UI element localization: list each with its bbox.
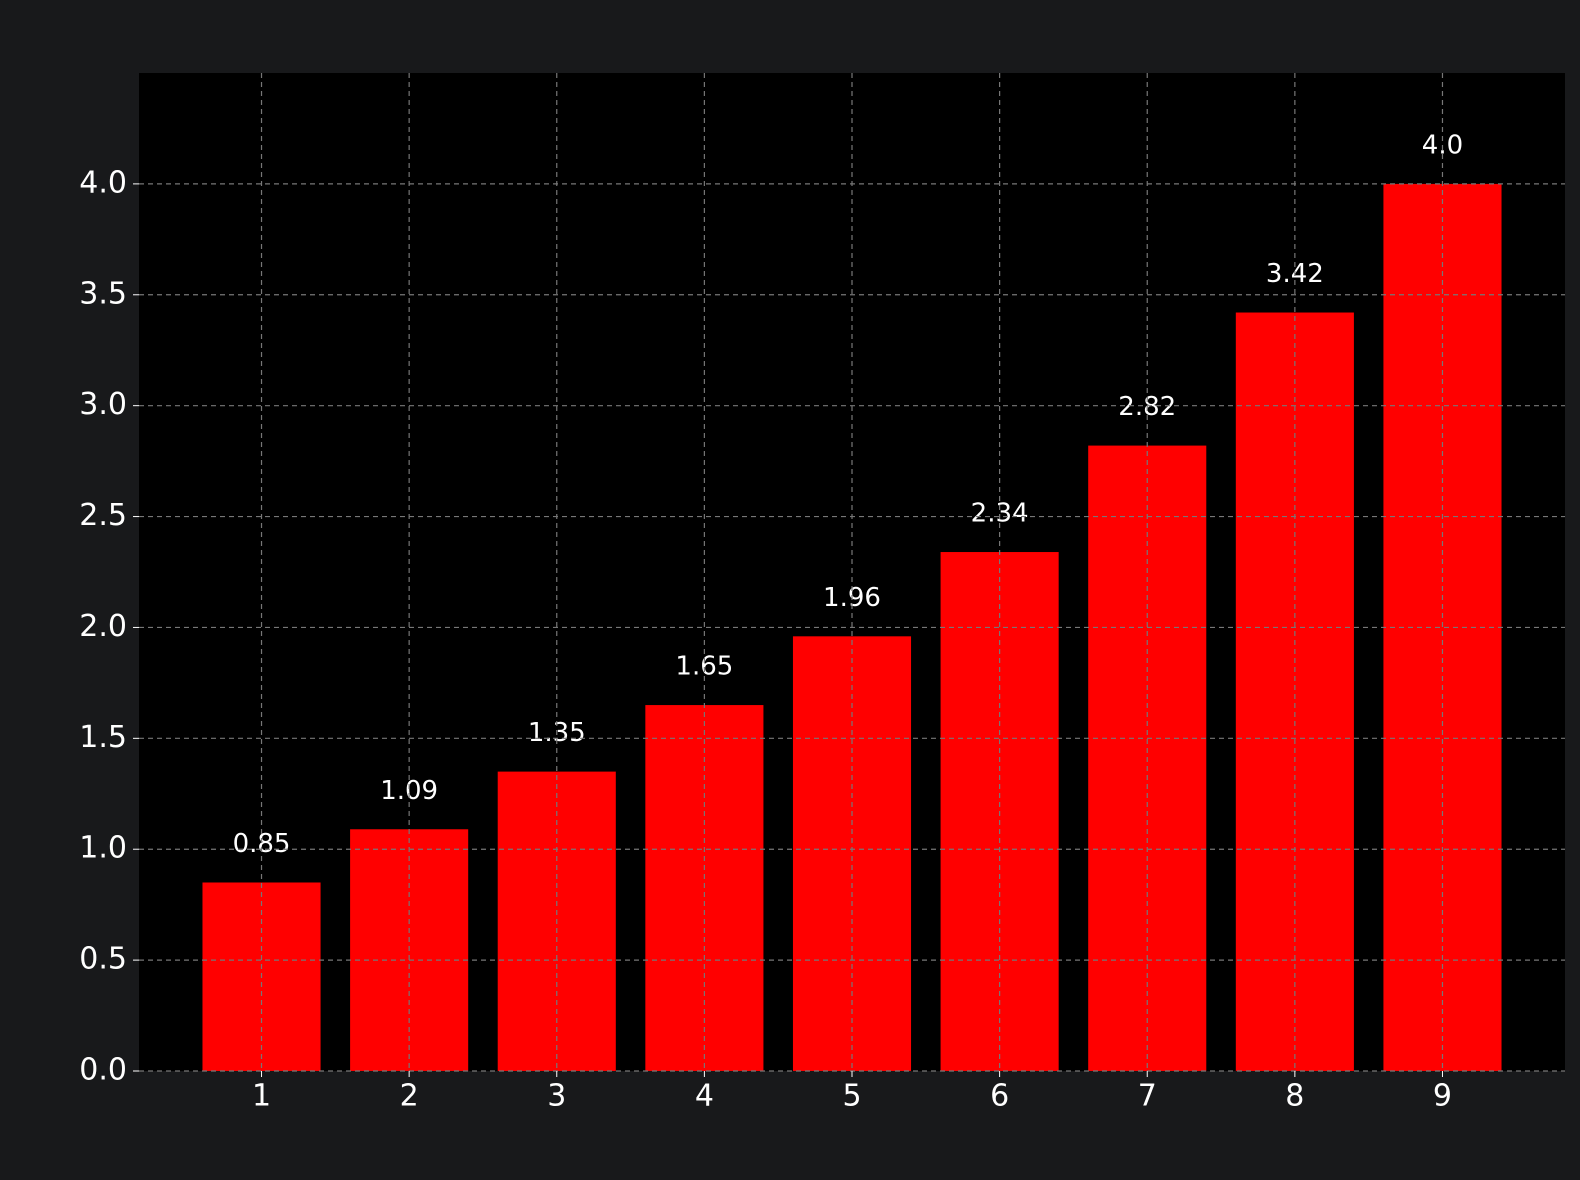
y-tick-label: 2.0 bbox=[79, 609, 127, 644]
x-tick-label: 1 bbox=[252, 1079, 271, 1114]
y-tick-label: 1.0 bbox=[79, 831, 127, 866]
y-tick-label: 3.5 bbox=[79, 276, 127, 311]
x-tick-label: 9 bbox=[1433, 1079, 1452, 1114]
y-tick-label: 2.5 bbox=[79, 498, 127, 533]
y-tick-label: 0.5 bbox=[79, 942, 127, 977]
x-tick-label: 3 bbox=[547, 1079, 566, 1114]
x-tick-label: 7 bbox=[1138, 1079, 1157, 1114]
x-tick-label: 6 bbox=[990, 1079, 1009, 1114]
bar bbox=[792, 636, 912, 1071]
x-tick-label: 4 bbox=[695, 1079, 714, 1114]
y-tick-label: 3.0 bbox=[79, 387, 127, 422]
y-tick-label: 4.0 bbox=[79, 165, 127, 200]
bar bbox=[1235, 312, 1354, 1071]
x-tick-label: 2 bbox=[400, 1079, 419, 1114]
y-tick-label: 0.0 bbox=[79, 1053, 127, 1088]
x-tick-label: 5 bbox=[842, 1079, 861, 1114]
value-label: 1.09 bbox=[380, 776, 438, 806]
x-tick-label: 8 bbox=[1285, 1079, 1304, 1114]
y-tick-label: 1.5 bbox=[79, 720, 127, 755]
